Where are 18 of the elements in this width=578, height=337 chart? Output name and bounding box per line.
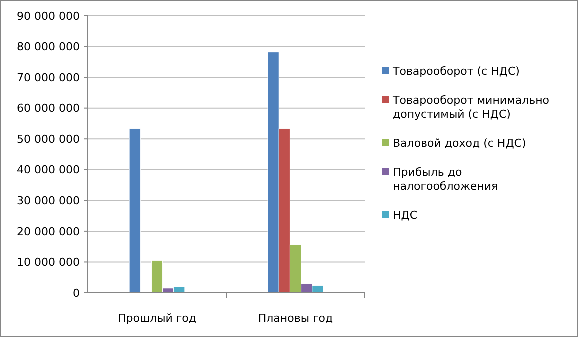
y-tick-label: 80 000 000: [17, 40, 80, 54]
legend-label: НДС: [393, 209, 418, 222]
y-tick-label: 50 000 000: [17, 132, 80, 146]
bar: [129, 128, 141, 294]
y-tick-label: 40 000 000: [17, 164, 80, 177]
x-tick-label: Прошлый год: [118, 312, 197, 325]
y-tick-label: 10 000 000: [17, 256, 80, 270]
y-tick-label: 0: [73, 286, 80, 300]
x-tick-label: Плановы год: [258, 312, 334, 325]
y-tick-label: 70 000 000: [17, 71, 80, 84]
legend-label: Товарооборот минимально допустимый (с НДС): [392, 94, 550, 121]
y-tick-label: 60 000 000: [17, 102, 80, 116]
y-tick-label: 20 000 000: [17, 225, 80, 238]
y-tick-label: 90 000 000: [17, 10, 80, 23]
legend-label: Валовой доход (с НДС): [393, 137, 526, 150]
y-tick-label: 30 000 000: [17, 194, 80, 208]
legend-label: Товарооборот (с НДС): [392, 65, 520, 78]
legend-label: Прибыль до налогообложения: [393, 166, 498, 193]
